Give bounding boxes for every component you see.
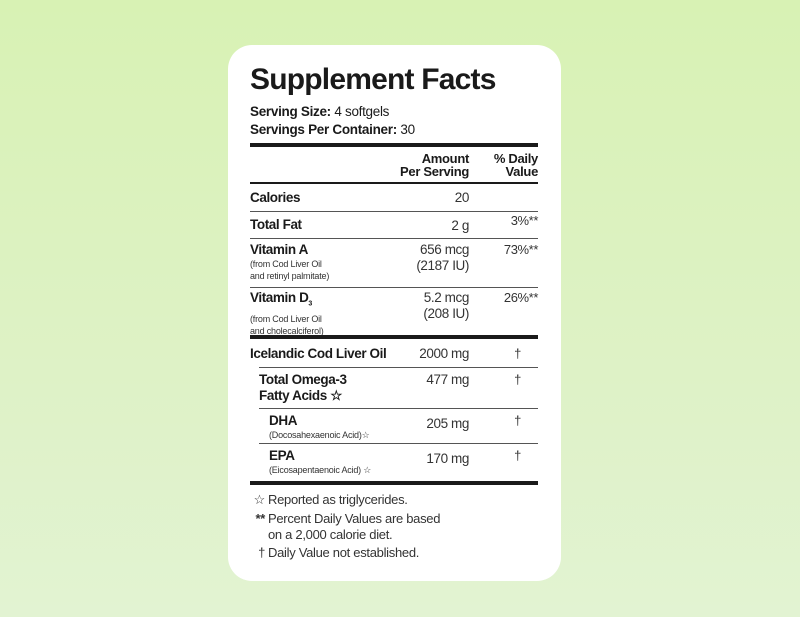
header-amount: Amount Per Serving (400, 151, 469, 179)
divider (250, 287, 538, 288)
divider-thick (250, 481, 538, 485)
divider (259, 443, 538, 444)
divider (250, 211, 538, 212)
servings-per-container: Servings Per Container: 30 (250, 122, 415, 137)
label-title: Supplement Facts (250, 63, 496, 96)
divider (259, 408, 538, 409)
footnote-not-established: † Daily Value not established. (258, 545, 420, 560)
divider (250, 238, 538, 239)
supplement-facts-card: Supplement Facts Serving Size: 4 softgel… (228, 45, 561, 581)
footnote-triglycerides: ☆ Reported as triglycerides. (253, 492, 408, 507)
footnote-daily-values: ** Percent Daily Values are based on a 2,0… (255, 511, 441, 542)
divider (259, 367, 538, 368)
divider-thick (250, 335, 538, 339)
divider (250, 182, 538, 184)
divider-thick (250, 143, 538, 147)
serving-size: Serving Size: 4 softgels (250, 104, 390, 119)
header-daily-value: % Daily Value (493, 151, 538, 179)
